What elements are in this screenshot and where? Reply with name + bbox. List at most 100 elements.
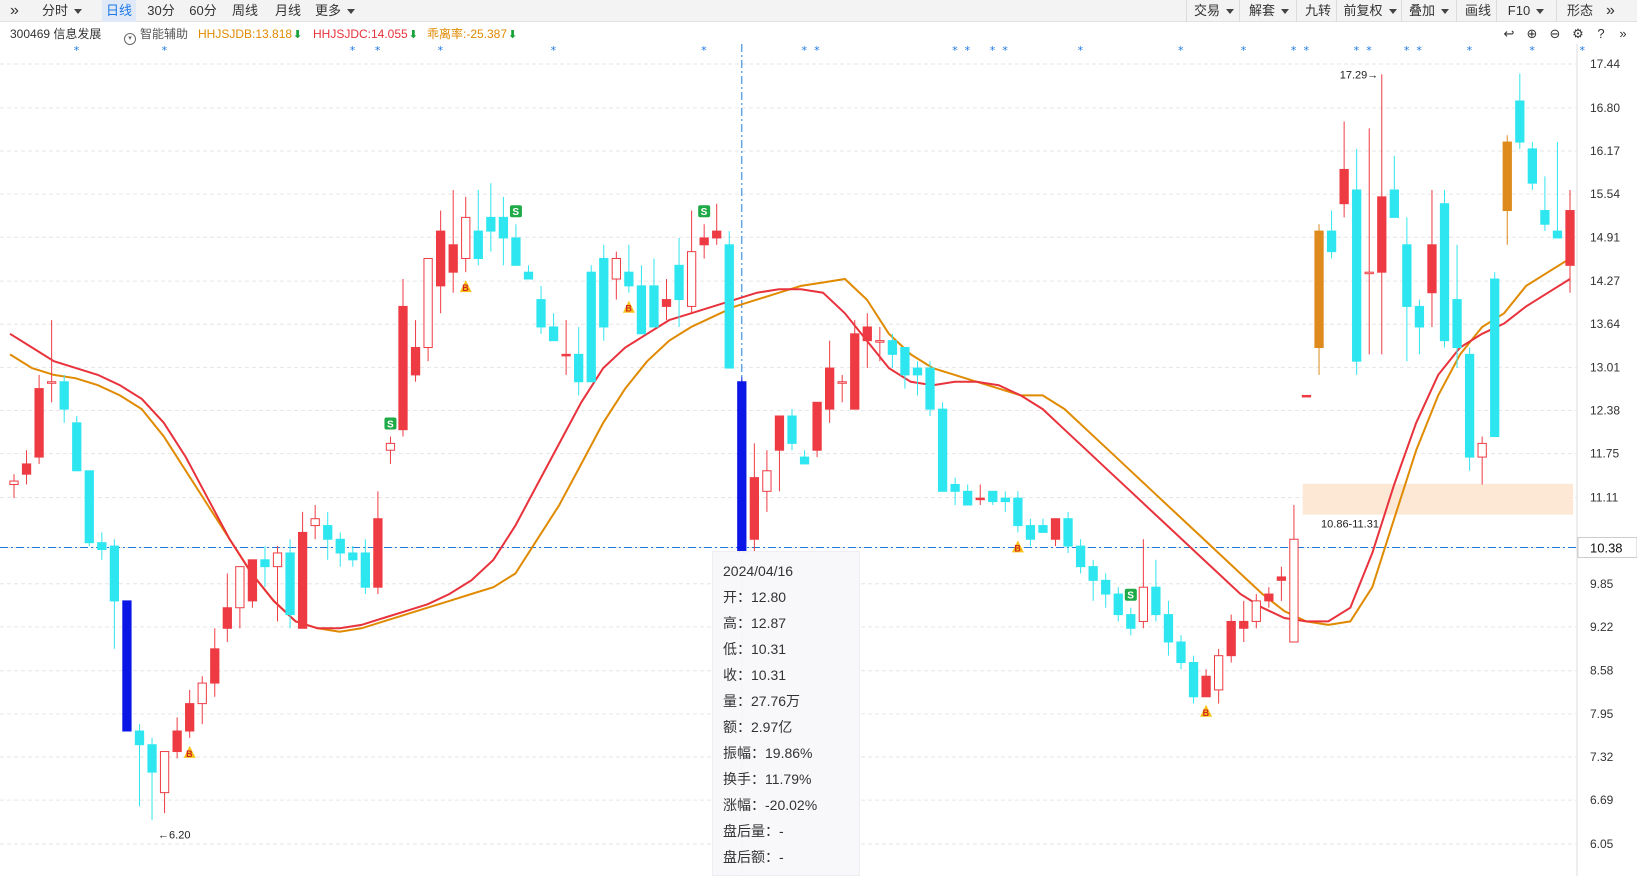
candle-body [473, 230, 483, 259]
toolbar-divider [1336, 0, 1337, 22]
y-tick-label: 16.17 [1590, 144, 1620, 158]
candle-body [285, 552, 295, 616]
toggle-icon: ▾ [124, 33, 136, 45]
tool-menu-4[interactable]: 叠加 [1405, 0, 1453, 22]
tool-menu-0[interactable]: 交易 [1190, 0, 1238, 22]
candle-body [122, 600, 132, 732]
buy-marker-label: B [625, 304, 632, 314]
buy-marker-label: B [186, 749, 193, 759]
candle-body [1540, 210, 1550, 225]
y-tick-label: 16.80 [1590, 101, 1620, 115]
expand-sidebar-icon[interactable]: » [10, 2, 19, 19]
candle-body [912, 367, 923, 376]
tooltip-value: 12.80 [751, 589, 787, 605]
candle-body [988, 490, 998, 503]
candle-body [737, 381, 747, 553]
candle-body [837, 381, 847, 384]
candle-body [448, 244, 458, 273]
tooltip-value: 2.97亿 [751, 719, 793, 735]
zoom-out-icon[interactable]: ⊖ [1549, 26, 1561, 41]
zoom-in-icon[interactable]: ⊕ [1526, 26, 1538, 41]
period-tab-0[interactable]: 分时 [36, 0, 88, 22]
period-tab-4[interactable]: 周线 [226, 0, 264, 22]
tool-menu-2[interactable]: 九转 [1300, 0, 1336, 22]
indicator-info-bar: 300469 信息发展 ▾ 智能辅助 HHJSJDB:13.818⬇ HHJSJD… [0, 24, 1637, 45]
tooltip-date: 2024/04/16 [723, 563, 794, 579]
candle-body [410, 347, 421, 376]
ma-line-red [9, 278, 1571, 630]
smart-assist-toggle[interactable]: ▾ 智能辅助 [124, 24, 188, 45]
tooltip-row: 开：12.80 [723, 584, 849, 610]
candle-body [1276, 576, 1287, 581]
tooltip-colon: ： [737, 719, 751, 735]
candle-body [1565, 210, 1575, 266]
tooltip-value: 10.31 [751, 641, 787, 657]
period-tab-1[interactable]: 日线 [102, 0, 136, 22]
y-tick-label: 14.91 [1590, 230, 1620, 244]
double-chevron-right-icon[interactable]: » [1606, 2, 1615, 19]
period-tab-label: 日线 [105, 3, 132, 18]
period-tab-6[interactable]: 更多 [313, 0, 357, 22]
collapse-right-icon[interactable]: » [1619, 26, 1627, 41]
candle-body [599, 257, 609, 328]
candle-body [1088, 566, 1098, 581]
tool-menu-1[interactable]: 解套 [1243, 0, 1295, 22]
buy-marker-label: B [1203, 708, 1210, 718]
sell-marker-label: S [701, 207, 708, 218]
candle-body [185, 703, 195, 732]
top-signal-marker: * [1529, 44, 1535, 57]
tooltip-key: 量 [723, 693, 737, 709]
candle-body [247, 559, 258, 602]
tooltip-colon: ： [751, 797, 765, 813]
y-tick-label: 11.11 [1590, 490, 1619, 504]
candle-body [1239, 620, 1249, 629]
period-toolbar: » 分时 日线 30分 60分 周线 月线 更多 交易 解套 九转 前复权 叠加 画线 F10 形态 » [0, 0, 1637, 22]
candle-body [1439, 203, 1450, 342]
period-tab-2[interactable]: 30分 [143, 0, 179, 22]
candle-body [875, 340, 885, 343]
candle-body [887, 340, 898, 355]
stock-name: 300469 信息发展 [10, 27, 102, 41]
tool-menu-5[interactable]: 画线 [1460, 0, 1496, 22]
candle-body [862, 326, 872, 342]
period-tab-5[interactable]: 月线 [269, 0, 307, 22]
buy-marker [622, 300, 635, 313]
candle-body [749, 477, 759, 540]
tooltip-row: 量：27.76万 [723, 688, 849, 714]
tool-menu-label: F10 [1507, 3, 1531, 18]
tool-menu-label: 解套 [1248, 3, 1275, 18]
candle-body [1201, 675, 1211, 698]
candle-body [812, 401, 822, 451]
candle-tooltip: 2024/04/16 开：12.80 高：12.87 低：10.31 收：10.31 量… [712, 551, 860, 876]
down-arrow-icon: ⬇ [293, 29, 303, 41]
top-signal-marker: * [1002, 44, 1008, 57]
tooltip-row: 低：10.31 [723, 636, 849, 662]
candle-body [1490, 278, 1500, 438]
candle-body [360, 552, 370, 588]
tool-menu-7[interactable]: 形态 [1560, 0, 1600, 22]
help-icon[interactable]: ? [1597, 26, 1605, 41]
candle-body [548, 326, 559, 342]
current-price-box [1577, 536, 1637, 558]
candle-body [1326, 230, 1337, 253]
settings-icon[interactable]: ⚙ [1572, 26, 1584, 41]
kline-chart[interactable]: 17.44 16.80 16.17 15.54 14.91 14.27 13.64 13.01… [0, 44, 1637, 876]
candle-body [109, 545, 120, 602]
y-tick-label: 12.38 [1590, 404, 1620, 418]
sell-marker [384, 417, 397, 430]
candle-body [1151, 586, 1161, 616]
tooltip-key: 涨幅 [723, 797, 751, 813]
candle-body [1402, 244, 1412, 307]
top-signal-marker: * [162, 44, 168, 57]
candle-body [1264, 593, 1274, 602]
y-tick-label: 8.58 [1590, 664, 1614, 678]
candle-body [21, 463, 32, 475]
tool-menu-6[interactable]: F10 [1500, 0, 1552, 22]
share-icon[interactable]: ↩ [1503, 26, 1515, 41]
tool-menu-3[interactable]: 前复权 [1340, 0, 1400, 22]
period-tab-3[interactable]: 60分 [184, 0, 222, 22]
tooltip-key: 开 [723, 589, 737, 605]
top-signal-marker: * [1178, 44, 1184, 57]
candle-body [1339, 168, 1349, 205]
candle-body [686, 251, 697, 307]
